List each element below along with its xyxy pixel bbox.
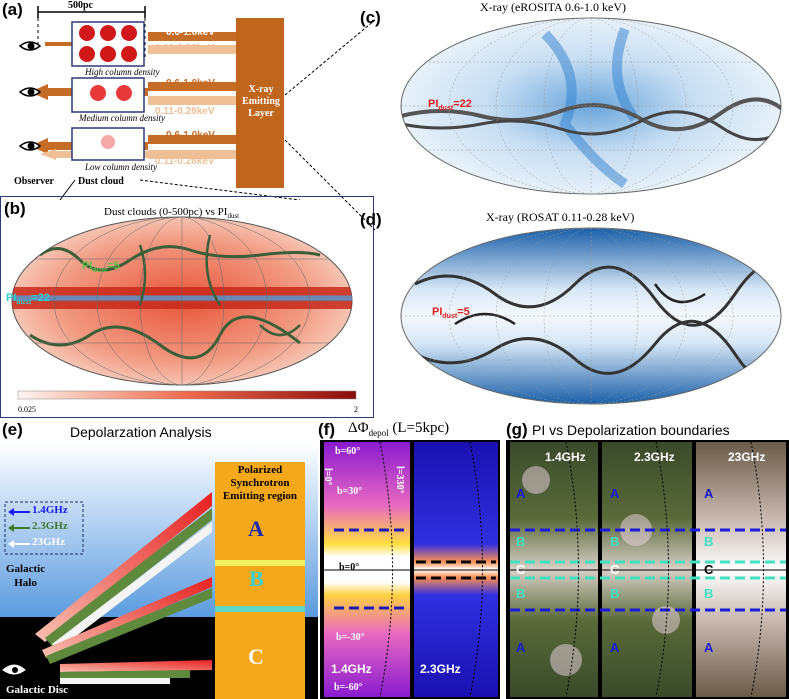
observer-label: Observer [14,176,54,187]
lat-30: b=30° [337,486,363,497]
g1-letter-a-bottom: A [516,640,526,655]
g-freq-2: 2.3GHz [634,450,675,464]
panel-c-contour: PIdust=22 [428,98,472,113]
panel-c-label: (c) [360,8,381,27]
g2-letter-a-bottom: A [610,640,620,655]
panel-a-label: (a) [2,0,23,19]
erosita-map [400,17,782,195]
observer-eye-icon [18,41,42,151]
density-low-label: Low column density [85,162,157,172]
connector-lines [284,19,376,231]
scale-label: 500pc [68,0,93,11]
panel-g-label: (g) [506,420,528,439]
dust-map [11,216,357,400]
f-freq-1: 1.4GHz [331,662,372,676]
g3-letter-b-top: B [704,534,714,549]
lat-60: b=60° [335,446,361,457]
g2-letter-a-top: A [610,486,620,501]
band-lo-2: 0.11-0.28keV [155,106,215,117]
depolarization-schematic [0,442,318,699]
lat-neg60: b=-60° [334,682,363,693]
g1-letter-c: C [516,562,526,577]
g2-letter-b-bottom: B [610,586,620,601]
panel-e-title: Depolarzation Analysis [70,424,212,440]
band-hi-1: 0.6-1.0keV [166,27,215,38]
panel-b-label: (b) [4,199,26,218]
panel-d-label: (d) [360,210,382,229]
contour-label-22: PIdust=22 [6,292,50,307]
freq-legend-3: 23GHz [32,536,65,548]
g3-letter-a-top: A [704,486,714,501]
region-a: A [248,516,264,541]
band-lo-1: 0.11-0.28keV [155,43,215,54]
band-hi-3: 0.6-1.0keV [166,130,215,141]
panel-f-title: ΔΦdepol (L=5kpc) [348,420,450,438]
freq-legend-2: 2.3GHz [32,520,68,532]
panel-d-title: X-ray (ROSAT 0.11-0.28 keV) [486,210,635,224]
band-hi-2: 0.6-1.0keV [166,78,215,89]
cbar-max: 2 [354,405,358,414]
panel-c-title: X-ray (eROSITA 0.6-1.0 keV) [480,0,627,14]
panel-b-title: Dust clouds (0-500pc) vs PIdust [104,206,240,221]
g-freq-3: 23GHz [728,450,766,464]
emitting-layer-label: X-ray Emitting Layer [242,84,280,119]
panel-b-frame [0,196,374,418]
band-lo-3: 0.11-0.28keV [155,156,215,167]
cbar-min: 0.025 [18,405,36,414]
region-c: C [248,644,264,669]
f-freq-2: 2.3GHz [420,662,461,676]
lat-neg30: b=-30° [336,632,365,643]
g3-letter-c: C [704,562,714,577]
g2-letter-b-top: B [610,534,620,549]
region-b: B [249,566,264,591]
pi-maps [506,440,789,699]
g3-letter-a-bottom: A [704,640,714,655]
galactic-halo-label: Galactic Halo [6,563,46,589]
panel-a-schematic [18,6,300,200]
lon-330: l=330° [394,466,405,494]
freq-legend-1: 1.4GHz [32,504,68,516]
depol-map [320,440,500,699]
g2-letter-c: C [610,562,620,577]
region-title: Polarized Synchrotron Emitting region [222,464,298,502]
panel-d-contour: PIdust=5 [432,306,470,321]
density-high-label: High column density [85,67,160,77]
lon-0: l=0° [322,468,333,486]
g1-letter-b-bottom: B [516,586,526,601]
rosat-map [400,227,782,405]
dust-cloud-label: Dust cloud [78,176,124,187]
panel-g-title: PI vs Depolarization boundaries [532,422,730,438]
panel-f-label: (f) [318,420,335,439]
galactic-disc-label: Galactic Disc [6,684,69,696]
g1-letter-b-top: B [516,534,526,549]
g3-letter-b-bottom: B [704,586,714,601]
panel-e-label: (e) [2,420,23,439]
disc-observer-eye-icon [2,664,26,675]
g-freq-1: 1.4GHz [545,450,586,464]
density-medium-label: Medium column density [79,113,165,123]
lat-0: b=0° [339,562,360,573]
g1-letter-a-top: A [516,486,526,501]
contour-label-5: PIdust=5 [82,260,120,275]
